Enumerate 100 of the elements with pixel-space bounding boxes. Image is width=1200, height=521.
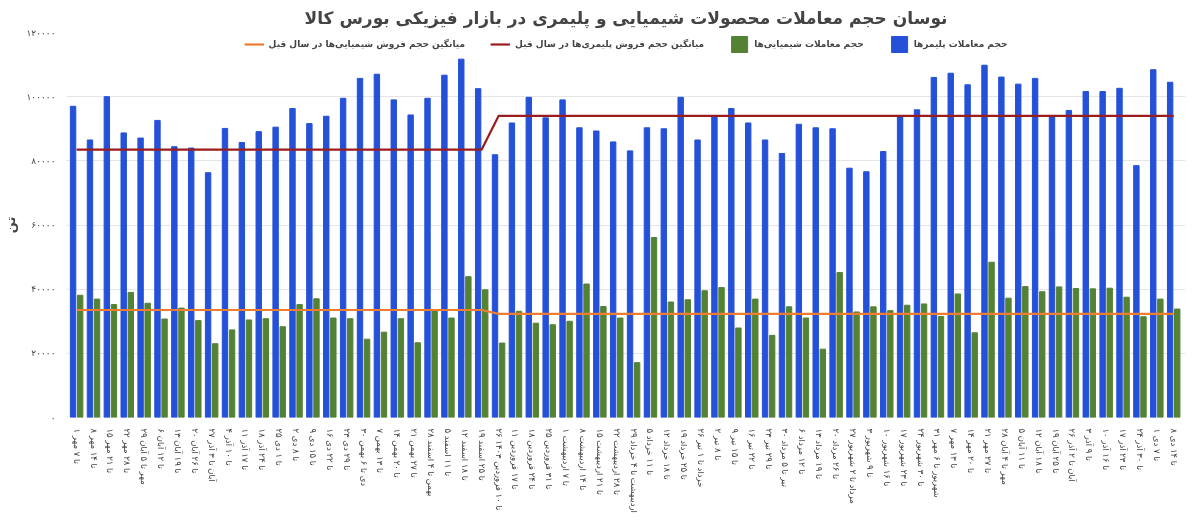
bar: [1166, 81, 1174, 418]
bar: [211, 343, 219, 418]
legend-label: میانگین حجم فروش پلیمری‌ها در سال قبل: [515, 39, 705, 49]
x-tick-label: ۷ تا ۱۳ مهر: [949, 428, 960, 470]
bar: [903, 304, 911, 418]
bar: [728, 108, 735, 418]
bar: [549, 324, 556, 418]
bar: [120, 132, 127, 418]
bar: [853, 311, 860, 418]
bar: [964, 84, 971, 418]
bar: [785, 306, 793, 418]
bar: [1005, 297, 1012, 418]
x-tick-label: ۳۰ دی تا ۶ بهمن: [358, 428, 369, 487]
bar: [188, 147, 195, 418]
x-tick-label: ۲۹ مهر تا ۵ آبان: [139, 428, 151, 485]
bar: [643, 127, 651, 418]
x-tick-label: ۱۰ تا ۱۶ آذر: [1101, 428, 1113, 471]
bar: [1116, 87, 1123, 418]
bar: [660, 128, 668, 418]
bar: [1099, 91, 1106, 418]
x-tick-label: ۲۸ مهر تا ۴ آبان: [999, 428, 1011, 485]
bar: [178, 307, 185, 418]
bar: [93, 298, 101, 418]
bar: [768, 334, 776, 418]
x-tick-label: ۲۰ تا ۲۶ آبان: [189, 428, 201, 475]
x-tick-label: ۱۵ تا ۲۱ اردیبهشت: [594, 428, 605, 496]
bar: [525, 96, 532, 418]
x-tick-label: ۳ تا ۹ شهریور: [864, 428, 875, 478]
legend-label: حجم معاملات پلیمرها: [913, 39, 1008, 49]
bar: [937, 315, 945, 418]
x-tick-label: ۲۵ تا ۱ دی: [274, 428, 285, 467]
bar: [609, 141, 617, 418]
x-tick-label: ۸ تا ۱۴ اردیبهشت: [577, 428, 588, 491]
x-tick-label: ۱۱ تا ۱۷ فروردین: [510, 428, 521, 491]
x-tick-label: ۱۹ تا ۲۵ اسفند: [476, 428, 487, 482]
bar: [650, 237, 658, 418]
bar: [583, 283, 590, 418]
x-tick-label: ۲ تا ۸ تیر: [712, 428, 723, 461]
bar: [701, 290, 708, 418]
bar: [1150, 69, 1157, 418]
bar: [711, 115, 718, 418]
bar: [778, 152, 786, 418]
bar: [279, 326, 286, 418]
bar: [356, 77, 364, 418]
bar: [1065, 109, 1073, 418]
x-tick-label: ۲۶ تا ۱۰ فروردین ۱۴۰۳: [493, 428, 504, 512]
bar: [474, 88, 482, 418]
x-tick-label: ۱۱ تا ۱۷ آذر: [240, 428, 252, 471]
bar: [491, 154, 499, 418]
x-tick-label: ۱۶ تا ۲۲ دی: [324, 428, 335, 471]
x-tick-label: ۱۵ تا ۲۱ مهر: [105, 428, 116, 474]
bar: [508, 122, 516, 418]
bar: [238, 142, 246, 418]
chart-title: نوسان حجم معاملات محصولات شیمیایی و پلیمری در بازار فیزیکی بورس کالا: [304, 7, 948, 29]
bar: [330, 317, 337, 418]
bar: [373, 73, 381, 418]
bar: [761, 139, 769, 418]
x-tick-label: ۴ تا ۱۰ آذر: [223, 428, 235, 467]
bar: [667, 301, 675, 418]
y-tick-label: ۲۰۰۰۰: [31, 348, 56, 359]
bar: [137, 137, 144, 418]
bar: [221, 127, 229, 418]
bar: [414, 342, 421, 418]
x-tick-label: ۲۶ آبان تا ۲ آذر: [1067, 428, 1079, 483]
bar: [593, 130, 600, 418]
y-axis-title: تن: [3, 216, 19, 234]
bar: [380, 331, 388, 418]
bar: [896, 116, 904, 418]
x-tick-label: ۱ تا ۷ دی: [1151, 428, 1162, 462]
bar: [1089, 288, 1097, 418]
bar: [195, 320, 202, 418]
x-tick-label: ۲۷ مرداد تا ۲ شهریور: [848, 428, 859, 504]
bar: [306, 123, 313, 418]
y-tick-label: ۰: [50, 412, 56, 423]
x-tick-label: ۶ تا ۱۲ مرداد: [797, 428, 808, 476]
legend-label: میانگین حجم فروش شیمیایی‌ها در سال قبل: [268, 39, 466, 49]
x-tick-label: ۱۷ تا ۲۳ شهریور: [898, 428, 909, 488]
bar: [397, 318, 405, 418]
bar: [465, 276, 472, 418]
x-tick-label: ۹ تا ۱۵ تیر: [729, 428, 740, 466]
bar: [947, 72, 954, 418]
bar: [913, 109, 921, 418]
bar: [1123, 296, 1130, 418]
x-tick-label: ۱۴ تا ۲۰ مهر: [966, 428, 977, 474]
x-tick-label: ۵ تا ۱۱ اسفند: [442, 428, 453, 477]
bar: [448, 317, 455, 418]
bar: [482, 289, 489, 418]
x-tick-label: ۳ تا ۹ آذر: [1084, 428, 1096, 462]
x-tick-label: ۲۳ تا ۲۹ دی: [341, 428, 352, 471]
bar: [829, 128, 836, 418]
bar: [532, 322, 540, 418]
x-tick-label: ۱۳ تا ۱۹ آبان: [172, 428, 184, 475]
bar: [347, 318, 354, 418]
y-tick-label: ۴۰۰۰۰: [31, 284, 56, 295]
bar: [1039, 291, 1046, 418]
bar: [431, 309, 438, 418]
x-tick-label: ۵ تا ۱۱ خرداد: [645, 428, 656, 476]
x-tick-label: ۱ تا ۷ اردیبهشت: [561, 428, 572, 487]
x-tick-label: ۲۲ تا ۲۸ اردیبهشت: [611, 428, 622, 496]
x-tick-label: ۱ تا ۷ مهر: [71, 428, 82, 465]
